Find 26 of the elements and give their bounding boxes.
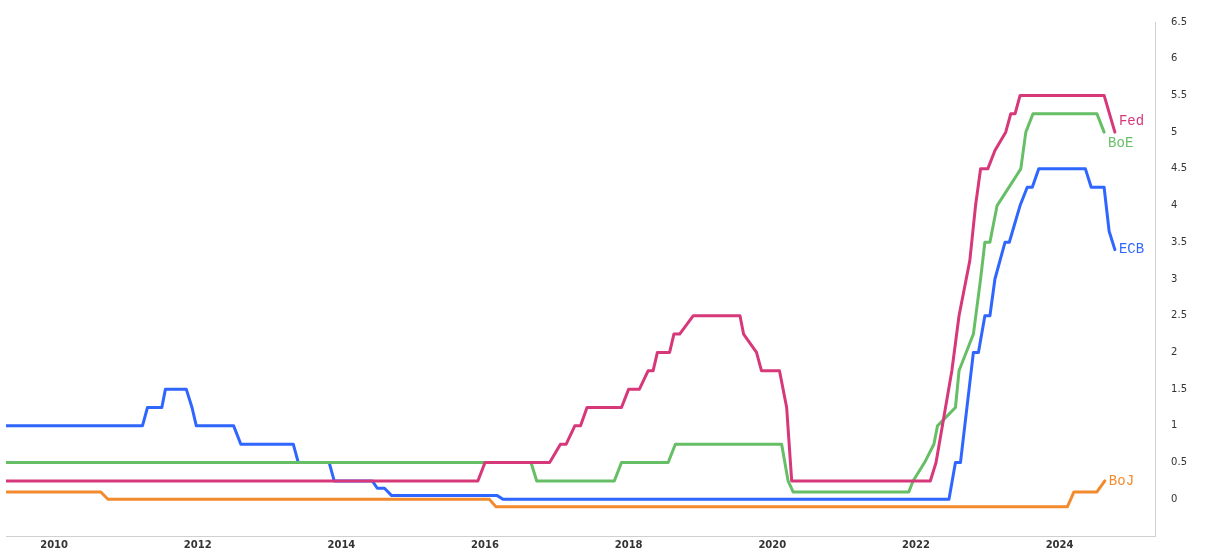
series-label: Fed [1118,112,1145,129]
y-tick-label: 1 [1171,419,1178,431]
x-tick-label: 2024 [1045,538,1074,550]
y-tick-label: 0.5 [1171,456,1187,468]
x-tick-label: 2020 [758,538,787,550]
x-tick-label: 2016 [471,538,499,550]
y-tick-label: 3.5 [1171,235,1187,247]
series-label: ECB [1118,241,1145,258]
y-tick-label: 2.5 [1171,309,1187,321]
x-tick-label: 2010 [40,538,69,550]
y-tick-label: 6.5 [1171,15,1187,27]
series-label: BoJ [1108,472,1135,489]
y-tick-label: 5.5 [1171,89,1187,101]
y-tick-label: 1.5 [1171,382,1187,394]
y-tick-label: 6 [1171,52,1178,64]
x-tick-label: 2018 [614,538,643,550]
y-tick-label: 3 [1171,272,1178,284]
x-tick-label: 2014 [327,538,356,550]
y-tick-label: 4.5 [1171,162,1187,174]
series-label: BoE [1108,134,1134,151]
x-tick-label: 2022 [902,538,930,550]
y-tick-label: 4 [1171,199,1178,211]
y-tick-label: 2 [1171,346,1178,358]
y-tick-label: 0 [1171,492,1178,504]
x-tick-label: 2012 [183,538,212,550]
y-tick-label: 5 [1171,125,1178,137]
